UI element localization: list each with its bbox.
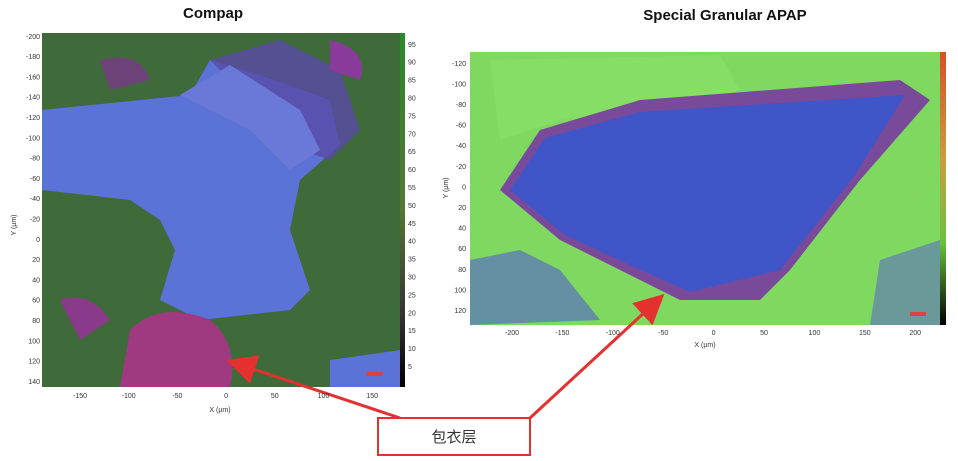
y-tick-label: 60 [458, 246, 466, 253]
y-tick-label: 140 [28, 379, 40, 386]
y-tick-label: 40 [458, 226, 466, 233]
y-tick-label: 20 [458, 205, 466, 212]
right-y-label: Y (µm) [443, 177, 450, 198]
x-tick-label: -100 [122, 393, 136, 400]
y-tick-label: -80 [30, 156, 40, 163]
y-tick-label: 0 [462, 184, 466, 191]
x-tick-label: 50 [271, 393, 279, 400]
colorbar-tick-label: 95 [408, 42, 416, 49]
left-y-label: Y (µm) [11, 214, 18, 235]
y-tick-label: -80 [456, 102, 466, 109]
right-colorbar [940, 52, 946, 325]
x-tick-label: -100 [606, 330, 620, 337]
left-image [42, 33, 400, 387]
y-tick-label: -100 [452, 81, 466, 88]
y-tick-label: 60 [32, 298, 40, 305]
y-tick-label: -160 [26, 74, 40, 81]
colorbar-tick-label: 55 [408, 185, 416, 192]
y-tick-label: -120 [26, 115, 40, 122]
colorbar-tick-label: 60 [408, 167, 416, 174]
y-tick-label: 120 [28, 359, 40, 366]
colorbar-tick-label: 35 [408, 257, 416, 264]
y-tick-label: 0 [36, 237, 40, 244]
colorbar-tick-label: 65 [408, 149, 416, 156]
x-tick-label: -150 [73, 393, 87, 400]
x-tick-label: 200 [909, 330, 921, 337]
right-title: Special Granular APAP [643, 7, 806, 24]
y-tick-label: 100 [28, 338, 40, 345]
y-tick-label: -180 [26, 54, 40, 61]
y-tick-label: -60 [30, 176, 40, 183]
y-tick-label: -140 [26, 95, 40, 102]
y-tick-label: -100 [26, 135, 40, 142]
x-tick-label: 0 [224, 393, 228, 400]
x-tick-label: -200 [505, 330, 519, 337]
x-tick-label: 150 [859, 330, 871, 337]
x-tick-label: 50 [760, 330, 768, 337]
annotation: 包衣层 [431, 428, 476, 446]
x-tick-label: 0 [712, 330, 716, 337]
y-tick-label: -40 [456, 143, 466, 150]
colorbar-tick-label: 20 [408, 310, 416, 317]
figure: Compap Special Granular APAP X (µm) Y (µ… [0, 0, 958, 456]
y-tick-label: 20 [32, 257, 40, 264]
colorbar-tick-label: 5 [408, 364, 412, 371]
colorbar-tick-label: 50 [408, 203, 416, 210]
colorbar-tick-label: 75 [408, 113, 416, 120]
y-tick-label: 40 [32, 277, 40, 284]
right-x-label: X (µm) [694, 342, 715, 349]
y-tick-label: 100 [454, 287, 466, 294]
y-tick-label: 80 [458, 267, 466, 274]
x-tick-label: 150 [366, 393, 378, 400]
colorbar-tick-label: 10 [408, 346, 416, 353]
x-tick-label: -150 [555, 330, 569, 337]
colorbar-tick-label: 30 [408, 275, 416, 282]
left-title: Compap [183, 5, 243, 22]
colorbar-tick-label: 25 [408, 292, 416, 299]
y-tick-label: -120 [452, 61, 466, 68]
y-tick-label: -20 [456, 164, 466, 171]
colorbar-tick-label: 90 [408, 60, 416, 67]
colorbar-tick-label: 85 [408, 78, 416, 85]
x-tick-label: -50 [658, 330, 668, 337]
colorbar-tick-label: 45 [408, 221, 416, 228]
colorbar-tick-label: 70 [408, 131, 416, 138]
y-tick-label: 80 [32, 318, 40, 325]
colorbar-tick-label: 15 [408, 328, 416, 335]
y-tick-label: 120 [454, 308, 466, 315]
left-colorbar [400, 33, 405, 387]
y-tick-label: -20 [30, 217, 40, 224]
x-tick-label: 100 [809, 330, 821, 337]
right-image [470, 52, 940, 325]
colorbar-tick-label: 80 [408, 96, 416, 103]
left-x-label: X (µm) [209, 407, 230, 414]
x-tick-label: 100 [318, 393, 330, 400]
colorbar-tick-label: 40 [408, 239, 416, 246]
y-tick-label: -40 [30, 196, 40, 203]
y-tick-label: -200 [26, 34, 40, 41]
y-tick-label: -60 [456, 123, 466, 130]
x-tick-label: -50 [172, 393, 182, 400]
